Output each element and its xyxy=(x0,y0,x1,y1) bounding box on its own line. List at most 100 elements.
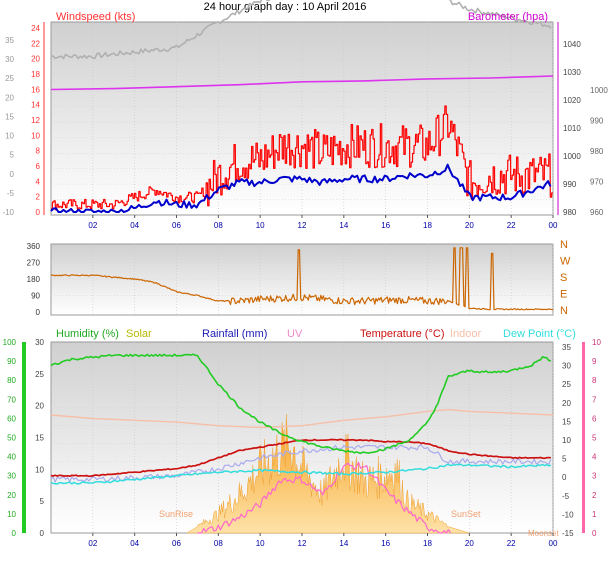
barometer-outer-axis-tick: 1000 xyxy=(590,86,608,95)
x-tick-label: 18 xyxy=(423,221,432,230)
barometer-axis-tick: 1020 xyxy=(563,96,581,105)
humidity-axis-tick: 10 xyxy=(7,510,16,519)
humidity-series-line xyxy=(50,353,552,455)
average-wind-series-line xyxy=(50,163,552,213)
windspeed-series-line xyxy=(51,105,553,211)
temperature-axis-tick: 15 xyxy=(562,417,571,426)
x-tick-label: 14 xyxy=(339,539,348,548)
gust-axis-tick: 30 xyxy=(5,55,14,64)
legend-entry: Solar xyxy=(126,328,152,340)
compass-axis-label: N xyxy=(560,239,568,251)
temperature-axis-tick: -10 xyxy=(562,510,574,519)
windspeed-axis-tick: 8 xyxy=(36,147,41,156)
compass-axis-label: N xyxy=(560,305,568,317)
direction-axis-tick: 90 xyxy=(31,292,40,301)
x-tick-label: 04 xyxy=(130,221,139,230)
windspeed-axis-tick: 14 xyxy=(31,101,40,110)
barometer-axis-tick: 1030 xyxy=(563,68,581,77)
humidity-axis-tick: 20 xyxy=(7,491,16,500)
solar-axis-tick: 0 xyxy=(40,529,45,538)
solar-axis-tick: 5 xyxy=(40,497,45,506)
legend-entry: Indoor xyxy=(450,328,482,340)
humidity-axis-tick: 80 xyxy=(7,376,16,385)
humidity-axis-bar xyxy=(22,342,26,533)
gust-series-line xyxy=(50,0,552,60)
uv-axis-tick: 0 xyxy=(592,529,597,538)
sunrise-annotation: SunRise xyxy=(159,509,193,519)
legend-entry: Temperature (°C) xyxy=(360,328,444,340)
legend-entry: UV xyxy=(287,328,303,340)
barometer-outer-axis-tick: 960 xyxy=(590,208,604,217)
sunset-annotation: SunSet xyxy=(451,509,481,519)
humidity-axis-tick: 90 xyxy=(7,357,16,366)
uv-axis-tick: 8 xyxy=(592,376,597,385)
x-tick-label: 16 xyxy=(381,539,390,548)
legend-entry: Humidity (%) xyxy=(56,328,119,340)
gust-axis-tick: 20 xyxy=(5,93,14,102)
windspeed-axis-tick: 2 xyxy=(36,193,41,202)
windspeed-axis-tick: 4 xyxy=(36,177,41,186)
gust-axis-tick: 0 xyxy=(10,170,15,179)
direction-axis-tick: 360 xyxy=(27,242,41,251)
gust-axis-tick: -10 xyxy=(2,208,14,217)
humidity-axis-tick: 0 xyxy=(12,529,17,538)
barometer-axis-tick: 980 xyxy=(563,208,577,217)
barometer-axis-tick: 1010 xyxy=(563,124,581,133)
compass-axis-label: W xyxy=(560,256,571,268)
windspeed-axis-title: Windspeed (kts) xyxy=(56,11,135,23)
windspeed-axis-tick: 22 xyxy=(31,39,40,48)
barometer-outer-axis-tick: 970 xyxy=(590,178,604,187)
x-tick-label: 00 xyxy=(549,221,558,230)
x-tick-label: 14 xyxy=(339,221,348,230)
wind-direction-series-line xyxy=(50,247,554,311)
uv-axis-tick: 6 xyxy=(592,414,597,423)
chart-title: 24 hour graph day : 10 April 2016 xyxy=(204,1,367,13)
x-tick-label: 12 xyxy=(298,539,307,548)
barometer-series-line xyxy=(50,75,554,91)
x-tick-label: 08 xyxy=(214,221,223,230)
humidity-axis-tick: 60 xyxy=(7,414,16,423)
barometer-outer-axis-tick: 990 xyxy=(590,117,604,126)
x-tick-label: 04 xyxy=(130,539,139,548)
uv-series-line xyxy=(197,461,452,534)
x-tick-label: 18 xyxy=(423,539,432,548)
x-tick-label: 22 xyxy=(507,539,516,548)
solar-axis-tick: 10 xyxy=(35,465,44,474)
x-tick-label: 02 xyxy=(88,221,97,230)
windspeed-axis-tick: 18 xyxy=(31,70,40,79)
uv-axis-tick: 2 xyxy=(592,491,597,500)
humidity-axis-tick: 30 xyxy=(7,472,16,481)
humidity-axis-tick: 40 xyxy=(7,453,16,462)
windspeed-axis-tick: 16 xyxy=(31,85,40,94)
x-tick-label: 02 xyxy=(88,539,97,548)
x-tick-label: 20 xyxy=(465,539,474,548)
gust-axis-tick: -5 xyxy=(7,189,15,198)
x-tick-label: 10 xyxy=(256,221,265,230)
solar-series-area xyxy=(186,414,470,534)
windspeed-axis-tick: 20 xyxy=(31,55,40,64)
humidity-axis-tick: 100 xyxy=(3,338,17,347)
barometer-outer-axis-tick: 980 xyxy=(590,147,604,156)
uv-axis-tick: 4 xyxy=(592,453,597,462)
temperature-axis-tick: 20 xyxy=(562,399,571,408)
legend-entry: Rainfall (mm) xyxy=(202,328,267,340)
direction-axis-tick: 270 xyxy=(27,259,41,268)
direction-axis-tick: 180 xyxy=(27,275,41,284)
solar-axis-tick: 15 xyxy=(35,434,44,443)
uv-axis-tick: 7 xyxy=(592,395,597,404)
x-tick-label: 00 xyxy=(549,539,558,548)
compass-axis-label: S xyxy=(560,272,567,284)
windspeed-axis-tick: 10 xyxy=(31,131,40,140)
temperature-axis-tick: 30 xyxy=(562,362,571,371)
humidity-axis-tick: 50 xyxy=(7,434,16,443)
x-tick-label: 12 xyxy=(298,221,307,230)
x-tick-label: 20 xyxy=(465,221,474,230)
uv-axis-tick: 5 xyxy=(592,434,597,443)
x-tick-label: 10 xyxy=(256,539,265,548)
gust-axis-tick: 5 xyxy=(10,151,15,160)
x-tick-label: 06 xyxy=(172,221,181,230)
gust-axis-tick: 10 xyxy=(5,132,14,141)
legend-entry: Dew Point (°C) xyxy=(503,328,576,340)
gust-axis-tick: 25 xyxy=(5,74,14,83)
